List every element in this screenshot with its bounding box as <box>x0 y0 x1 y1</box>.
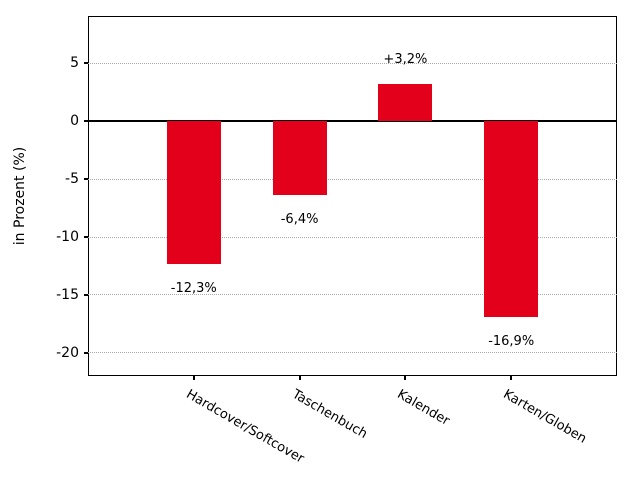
y-tick-label: -15 <box>56 286 79 303</box>
y-tick-mark <box>84 293 88 296</box>
gridline <box>88 62 617 64</box>
bar-value-label: -16,9% <box>488 333 535 349</box>
gridline <box>88 178 617 180</box>
plot-area <box>88 16 617 376</box>
bar <box>484 121 539 317</box>
bar-value-label: -12,3% <box>170 280 217 296</box>
bar <box>272 121 327 196</box>
zero-line <box>88 120 617 123</box>
y-tick-mark <box>84 178 88 181</box>
bar-value-label: -6,4% <box>280 212 319 228</box>
x-tick-mark <box>192 376 195 380</box>
bar <box>378 84 433 122</box>
y-tick-label: -10 <box>56 229 79 246</box>
y-tick-label: -20 <box>56 344 79 361</box>
x-tick-mark <box>510 376 513 380</box>
y-tick-mark <box>84 120 88 123</box>
y-tick-label: 5 <box>70 55 79 72</box>
x-tick-mark <box>298 376 301 380</box>
gridline <box>88 236 617 238</box>
x-tick-label: Hardcover/Softcover <box>183 387 307 467</box>
bar <box>166 121 221 264</box>
x-tick-label: Taschenbuch <box>289 387 370 443</box>
bar-value-label: +3,2% <box>383 52 428 68</box>
x-tick-mark <box>404 376 407 380</box>
x-tick-label: Kalender <box>394 387 453 429</box>
y-tick-mark <box>84 351 88 354</box>
gridline <box>88 294 617 296</box>
x-tick-label: Karten/Globen <box>500 387 590 447</box>
y-tick-label: -5 <box>65 171 79 188</box>
y-tick-mark <box>84 62 88 65</box>
gridline <box>88 352 617 354</box>
y-tick-mark <box>84 236 88 239</box>
y-tick-label: 0 <box>70 113 79 130</box>
